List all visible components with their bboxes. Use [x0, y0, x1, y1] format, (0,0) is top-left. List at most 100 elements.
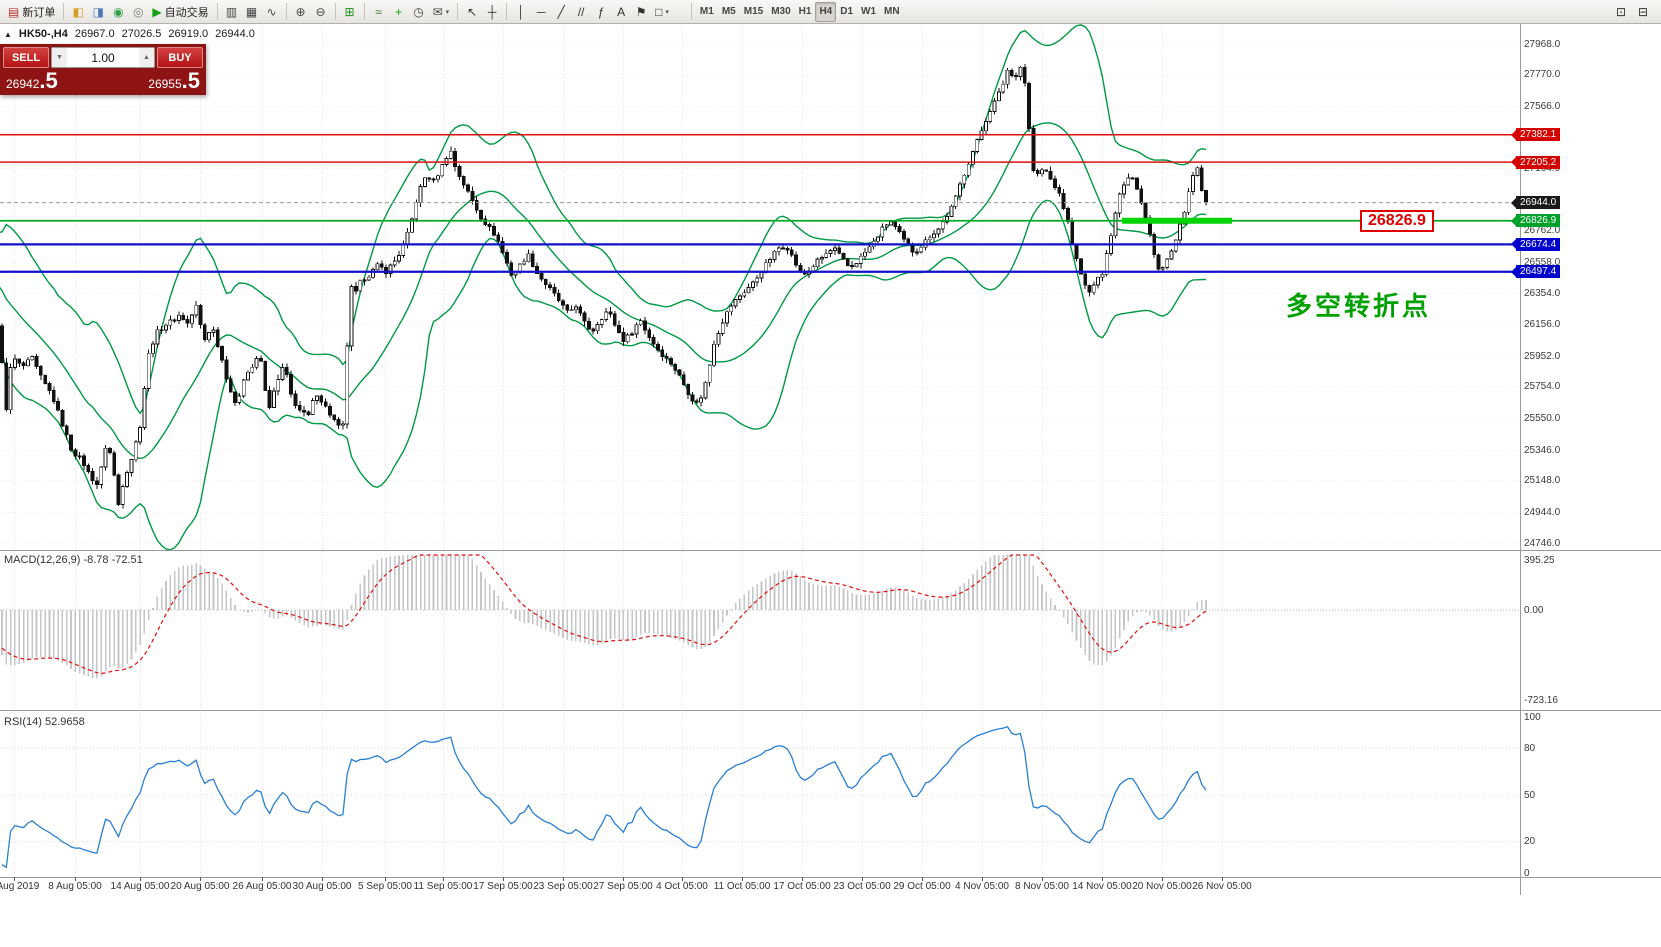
- add-indicator-button[interactable]: +: [389, 2, 409, 22]
- chart-canvas[interactable]: [0, 24, 1661, 947]
- time-axis-label: 1 Aug 2019: [0, 881, 40, 892]
- symbol-timeframe-label: HK50-,H4: [18, 28, 68, 40]
- macd-axis-label: 395.25: [1524, 554, 1555, 566]
- timeframe-m30-button[interactable]: M30: [767, 2, 794, 22]
- ohlc-open: 26967.0: [74, 28, 115, 40]
- toolbar-divider: [63, 3, 65, 20]
- lot-increase-button[interactable]: ▲: [139, 48, 154, 67]
- time-axis-label: 20 Nov 05:00: [1132, 881, 1192, 892]
- timeframe-m15-button[interactable]: M15: [740, 2, 767, 22]
- candlestick-icon: ▦: [245, 4, 258, 19]
- zoom-in-button[interactable]: ⊕: [291, 2, 311, 22]
- panel-toggle-right-button[interactable]: ⊟: [1633, 2, 1653, 22]
- terminal-icon: ◎: [133, 4, 144, 19]
- text-tool-button[interactable]: A: [611, 2, 631, 22]
- one-click-collapse-arrow[interactable]: ▲: [4, 29, 12, 39]
- line-chart-button[interactable]: ∿: [262, 2, 282, 22]
- rsi-axis-label: 20: [1524, 836, 1536, 848]
- price-axis-label: 27566.0: [1524, 100, 1561, 112]
- text-tool-icon: A: [617, 4, 626, 19]
- navigator-button[interactable]: ◉: [108, 2, 128, 22]
- timeframe-d1-button[interactable]: D1: [836, 2, 857, 22]
- timeframe-mn-button[interactable]: MN: [880, 2, 904, 22]
- shapes-button[interactable]: □ ▾: [651, 2, 673, 22]
- price-axis-label: 25148.0: [1524, 475, 1561, 487]
- tile-windows-icon: ⊞: [344, 4, 355, 19]
- toolbar-divider: [506, 3, 508, 20]
- buy-button[interactable]: BUY: [157, 47, 203, 68]
- fibonacci-button[interactable]: ƒ: [591, 2, 611, 22]
- time-axis-label: 14 Nov 05:00: [1072, 881, 1132, 892]
- zoom-out-button[interactable]: ⊖: [311, 2, 331, 22]
- turning-point-annotation[interactable]: 多空转折点: [1286, 292, 1432, 322]
- autotrading-play-icon: ▶: [152, 4, 162, 19]
- panel-toggle-left-button[interactable]: ⊡: [1611, 2, 1631, 22]
- arrows-tool-button[interactable]: ⚑: [631, 2, 651, 22]
- price-axis-marker: 26674.4: [1511, 237, 1561, 251]
- time-axis-label: 4 Nov 05:00: [955, 881, 1009, 892]
- time-axis-label: 20 Aug 05:00: [170, 881, 230, 892]
- timeframe-h4-button[interactable]: H4: [815, 1, 837, 22]
- lot-decrease-button[interactable]: ▼: [52, 48, 67, 67]
- bar-chart-icon: ▥: [225, 4, 238, 19]
- toolbar-divider: [690, 3, 692, 20]
- price-axis-label: 25550.0: [1524, 412, 1561, 424]
- timeframe-m5-button[interactable]: M5: [718, 2, 740, 22]
- time-axis-label: 11 Sep 05:00: [413, 881, 473, 892]
- marker-arrow: [1511, 157, 1516, 168]
- terminal-button[interactable]: ◎: [128, 2, 148, 22]
- time-axis-label: 17 Oct 05:00: [773, 881, 831, 892]
- new-order-button[interactable]: ▤ 新订单: [4, 2, 59, 22]
- time-axis-label: 30 Aug 05:00: [292, 881, 352, 892]
- timeframe-m1-button[interactable]: M1: [696, 2, 718, 22]
- candlestick-chart-button[interactable]: ▦: [242, 2, 262, 22]
- rsi-axis-label: 100: [1524, 711, 1541, 723]
- macd-axis-label: -723.16: [1524, 694, 1558, 706]
- time-axis-label: 14 Aug 05:00: [110, 881, 170, 892]
- timeframe-w1-button[interactable]: W1: [857, 2, 880, 22]
- price-axis-label: 24746.0: [1524, 537, 1561, 549]
- lot-size-input[interactable]: [67, 48, 139, 67]
- price-axis-label: 25754.0: [1524, 381, 1561, 393]
- quote-header: ▲ HK50-,H4 26967.0 27026.5 26919.0 26944…: [4, 28, 255, 40]
- price-flag-label[interactable]: 26826.9: [1360, 210, 1434, 232]
- horizontal-line-button[interactable]: ─: [531, 2, 551, 22]
- trendline-button[interactable]: ╱: [551, 2, 571, 22]
- time-axis-label: 27 Sep 05:00: [593, 881, 653, 892]
- toolbar-divider: [363, 3, 365, 20]
- price-axis-label: 24944.0: [1524, 506, 1561, 518]
- autotrading-button-label: 自动交易: [164, 6, 209, 19]
- plus-icon: +: [395, 4, 403, 19]
- new-order-icon: ▤: [8, 4, 20, 19]
- fibonacci-icon: ƒ: [597, 4, 605, 19]
- periods-button[interactable]: ◷: [409, 2, 429, 22]
- crosshair-button[interactable]: ┼: [482, 2, 502, 22]
- price-axis-marker: 26944.0: [1511, 196, 1561, 210]
- vertical-line-button[interactable]: │: [511, 2, 531, 22]
- vertical-line-icon: │: [517, 4, 525, 19]
- autotrading-button[interactable]: ▶ 自动交易: [148, 2, 212, 22]
- cursor-button[interactable]: ↖: [462, 2, 482, 22]
- horizontal-line-icon: ─: [536, 4, 546, 19]
- template-envelope-icon: ✉: [432, 4, 443, 19]
- time-axis-label: 26 Aug 05:00: [232, 881, 292, 892]
- tile-windows-button[interactable]: ⊞: [340, 2, 360, 22]
- time-axis-label: 29 Oct 05:00: [893, 881, 951, 892]
- channel-icon: //: [577, 4, 585, 19]
- panel-toggle-left-icon: ⊡: [1615, 4, 1627, 19]
- timeframe-h1-button[interactable]: H1: [795, 2, 816, 22]
- sell-button[interactable]: SELL: [3, 47, 49, 68]
- time-axis-label: 4 Oct 05:00: [656, 881, 708, 892]
- one-click-trading-panel: SELL ▼ ▲ BUY 26942.5 26955.5: [0, 44, 206, 95]
- templates-button[interactable]: ✉ ▾: [429, 2, 454, 22]
- data-window-button[interactable]: ◨: [88, 2, 108, 22]
- macd-label: MACD(12,26,9) -8.78 -72.51: [4, 554, 143, 566]
- price-axis-label: 26156.0: [1524, 319, 1561, 331]
- market-watch-button[interactable]: ◧: [68, 2, 88, 22]
- channel-button[interactable]: //: [571, 2, 591, 22]
- indicators-button[interactable]: ≈: [369, 2, 389, 22]
- toolbar-divider: [285, 3, 287, 20]
- bar-chart-button[interactable]: ▥: [222, 2, 242, 22]
- time-axis-label: 23 Sep 05:00: [533, 881, 593, 892]
